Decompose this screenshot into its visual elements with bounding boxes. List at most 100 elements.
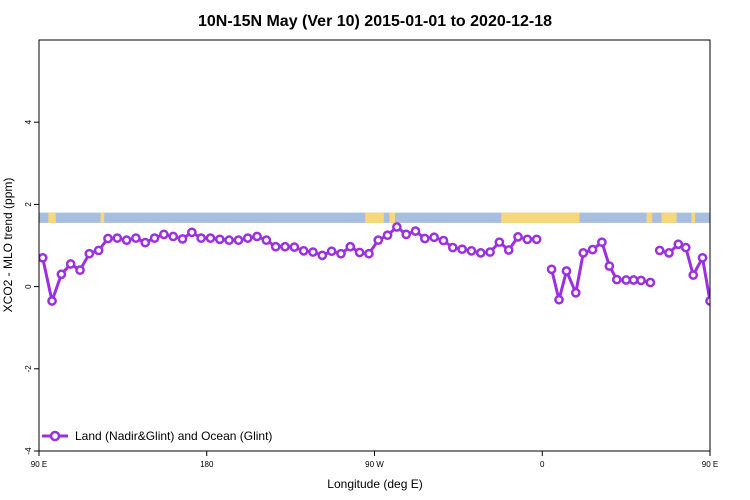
data-point — [75, 265, 85, 276]
data-point — [317, 250, 328, 261]
data-point — [93, 245, 104, 256]
data-point — [205, 233, 216, 243]
y-tick-label: 2 — [24, 202, 33, 207]
data-point — [159, 229, 169, 240]
data-point — [475, 248, 486, 258]
data-point — [177, 234, 188, 244]
data-point — [84, 248, 95, 259]
data-point — [466, 245, 477, 256]
data-point — [56, 269, 67, 280]
data-point — [345, 241, 356, 252]
data-point — [392, 222, 402, 232]
data-point — [447, 242, 458, 253]
data-point — [664, 248, 674, 258]
data-point — [645, 277, 656, 288]
x-axis-label: Longitude (deg E) — [327, 477, 422, 491]
data-point — [149, 233, 160, 243]
data-point — [233, 235, 244, 246]
x-tick-label: 0 — [540, 460, 545, 469]
land-span — [661, 212, 677, 223]
legend-marker-swatch — [49, 430, 61, 442]
data-point — [410, 226, 421, 236]
land-span — [100, 212, 105, 223]
chart-title: 10N-15N May (Ver 10) 2015-01-01 to 2020-… — [198, 13, 552, 30]
land-span — [365, 212, 384, 223]
x-tick-label: 90 E — [702, 460, 718, 469]
data-point — [326, 246, 337, 257]
x-tick-label: 90 W — [365, 460, 384, 469]
data-point — [578, 248, 589, 258]
data-point — [570, 287, 581, 298]
land-span — [48, 212, 56, 223]
y-axis: -4 -2 0 2 4 — [24, 119, 39, 455]
data-point — [494, 237, 505, 248]
data-point — [121, 235, 132, 246]
land-span — [389, 212, 396, 223]
data-point — [561, 266, 572, 276]
data-point — [485, 247, 495, 257]
data-point — [252, 231, 262, 242]
x-axis: 90 E 180 90 W 0 90 E — [31, 451, 718, 469]
data-point — [621, 275, 631, 285]
data-point — [336, 248, 346, 259]
data-point — [308, 247, 318, 257]
data-point — [103, 233, 113, 244]
y-tick-label: -2 — [24, 365, 33, 373]
data-point — [224, 235, 234, 246]
data-point — [261, 235, 272, 246]
data-point — [628, 275, 639, 285]
data-point — [457, 244, 467, 255]
data-point — [65, 259, 76, 269]
land-span — [501, 212, 580, 223]
y-axis-label: XCO2 - MLO trend (ppm) — [1, 178, 15, 313]
data-point — [522, 234, 533, 245]
data-point — [401, 229, 412, 240]
y-tick-label: -4 — [24, 447, 33, 455]
data-point — [298, 245, 309, 256]
data-point — [39, 252, 48, 263]
data-point — [554, 294, 564, 305]
data-point — [186, 227, 197, 238]
data-point — [587, 244, 598, 255]
data-point — [513, 232, 523, 242]
data-point — [597, 237, 607, 248]
data-point — [705, 296, 710, 306]
data-point — [382, 230, 393, 241]
data-point — [354, 247, 365, 258]
y-tick-label: 0 — [24, 284, 33, 289]
data-point — [419, 233, 430, 244]
data-point — [680, 242, 691, 253]
x-tick-label: 90 E — [31, 460, 47, 469]
data-point — [611, 274, 622, 285]
data-point — [438, 235, 449, 246]
legend: Land (Nadir&Glint) and Ocean (Glint) — [42, 429, 272, 443]
data-point — [654, 245, 665, 256]
data-point — [503, 245, 514, 255]
data-point — [531, 234, 542, 245]
data-point — [688, 270, 699, 280]
data-point — [214, 234, 225, 245]
data-point — [604, 261, 615, 271]
data-point — [429, 232, 439, 243]
data-point — [112, 233, 123, 243]
land-span — [646, 212, 653, 223]
data-point — [47, 296, 57, 306]
data-point — [168, 231, 179, 242]
legend-series-label: Land (Nadir&Glint) and Ocean (Glint) — [75, 429, 272, 443]
x-tick-label: 180 — [200, 460, 214, 469]
data-point — [131, 233, 141, 243]
data-point — [242, 233, 253, 243]
data-point — [546, 264, 557, 275]
data-point — [280, 241, 290, 252]
data-point — [673, 239, 684, 250]
y-tick-label: 4 — [24, 119, 33, 124]
data-point — [636, 275, 646, 286]
data-point — [140, 237, 151, 248]
data-point — [364, 248, 374, 259]
data-point — [697, 252, 708, 263]
data-point — [196, 233, 207, 243]
data-point — [373, 235, 384, 246]
data-point — [270, 241, 281, 252]
data-point — [289, 242, 300, 252]
